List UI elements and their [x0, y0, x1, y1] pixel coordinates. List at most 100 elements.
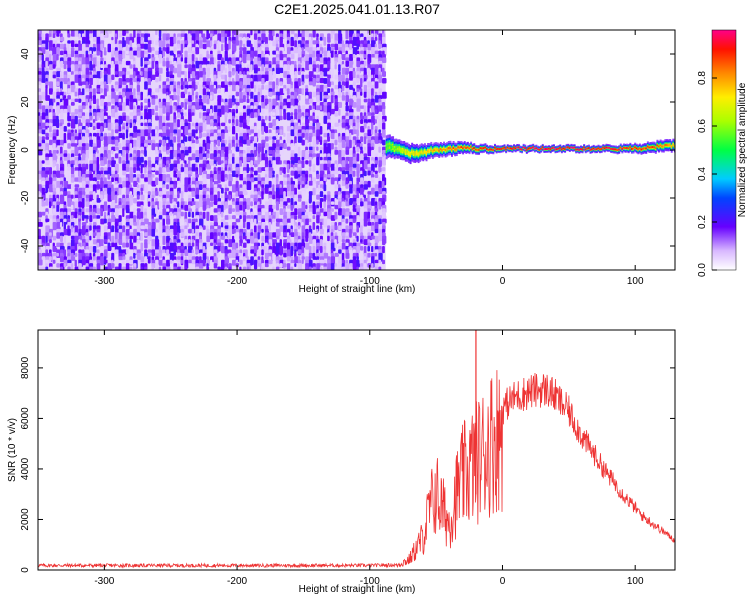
noise-speckle	[206, 252, 210, 258]
noise-speckle	[257, 232, 260, 240]
noise-speckle	[41, 201, 46, 207]
noise-speckle	[191, 211, 195, 218]
noise-speckle	[122, 259, 126, 265]
noise-speckle	[283, 163, 286, 168]
noise-speckle	[268, 98, 272, 103]
noise-speckle	[286, 115, 291, 121]
noise-speckle	[228, 71, 232, 78]
noise-speckle	[323, 132, 328, 138]
noise-speckle	[63, 180, 69, 190]
noise-speckle	[206, 174, 211, 180]
noise-speckle	[338, 249, 342, 254]
noise-speckle	[111, 191, 115, 201]
noise-speckle	[367, 170, 371, 176]
noise-speckle	[48, 177, 53, 185]
noise-speckle	[246, 167, 250, 172]
noise-speckle	[272, 88, 275, 93]
noise-speckle	[41, 256, 46, 260]
noise-speckle	[107, 102, 111, 106]
noise-speckle	[100, 256, 104, 266]
noise-speckle	[286, 78, 292, 85]
noise-speckle	[92, 232, 97, 237]
noise-speckle	[191, 191, 196, 198]
noise-speckle	[45, 160, 50, 166]
noise-speckle	[202, 146, 206, 154]
noise-speckle	[38, 163, 43, 172]
noise-speckle	[41, 129, 46, 135]
noise-speckle	[206, 198, 210, 203]
noise-speckle	[250, 249, 255, 254]
noise-speckle	[217, 139, 221, 147]
noise-speckle	[341, 174, 346, 181]
noise-speckle	[286, 64, 291, 71]
noise-speckle	[41, 112, 46, 120]
noise-speckle	[133, 153, 136, 158]
noise-speckle	[133, 71, 136, 78]
noise-speckle	[250, 235, 255, 244]
noise-speckle	[74, 211, 78, 219]
noise-speckle	[202, 167, 206, 171]
noise-speckle	[334, 112, 338, 117]
noise-speckle	[122, 30, 126, 36]
noise-speckle	[221, 108, 225, 114]
noise-speckle	[38, 57, 41, 62]
noise-speckle	[253, 74, 259, 79]
noise-speckle	[312, 232, 318, 237]
noise-speckle	[363, 60, 367, 67]
noise-speckle	[177, 177, 180, 182]
noise-speckle	[96, 174, 101, 180]
noise-speckle	[89, 64, 94, 71]
noise-speckle	[301, 47, 304, 51]
noise-speckle	[155, 150, 159, 155]
noise-speckle	[96, 198, 102, 203]
noise-speckle	[206, 54, 210, 59]
noise-speckle	[155, 78, 159, 83]
noise-speckle	[199, 218, 204, 228]
noise-speckle	[41, 266, 45, 270]
noise-speckle	[371, 225, 376, 232]
noise-speckle	[371, 174, 375, 178]
noise-speckle	[173, 91, 177, 96]
noise-speckle	[286, 33, 291, 38]
noise-speckle	[41, 242, 45, 247]
noise-speckle	[59, 235, 63, 242]
noise-speckle	[261, 108, 265, 115]
noise-speckle	[352, 187, 357, 192]
noise-speckle	[316, 146, 319, 151]
noise-speckle	[268, 136, 272, 140]
noise-speckle	[173, 266, 178, 270]
noise-speckle	[253, 126, 257, 136]
noise-speckle	[345, 263, 350, 270]
noise-speckle	[107, 187, 112, 196]
noise-speckle	[206, 153, 210, 159]
noise-speckle	[235, 242, 239, 249]
noise-speckle	[290, 150, 295, 154]
noise-speckle	[78, 136, 82, 141]
noise-speckle	[202, 95, 207, 104]
noise-speckle	[371, 122, 374, 131]
noise-speckle	[242, 108, 247, 114]
noise-speckle	[41, 122, 46, 129]
noise-speckle	[242, 222, 246, 229]
noise-speckle	[81, 174, 86, 179]
noise-speckle	[81, 105, 86, 110]
noise-speckle	[125, 228, 131, 237]
noise-speckle	[327, 266, 330, 270]
noise-speckle	[169, 153, 174, 160]
noise-speckle	[257, 74, 262, 83]
noise-speckle	[177, 57, 182, 66]
noise-speckle	[92, 36, 97, 42]
noise-speckle	[169, 252, 175, 261]
noise-speckle	[162, 126, 167, 135]
noise-speckle	[96, 50, 100, 56]
noise-speckle	[118, 33, 124, 38]
noise-speckle	[228, 180, 232, 187]
noise-speckle	[63, 156, 69, 161]
noise-speckle	[177, 256, 181, 260]
noise-speckle	[231, 40, 237, 45]
noise-speckle	[169, 167, 173, 171]
noise-speckle	[268, 150, 273, 155]
noise-speckle	[144, 78, 148, 82]
noise-speckle	[374, 81, 379, 89]
noise-speckle	[261, 102, 266, 109]
